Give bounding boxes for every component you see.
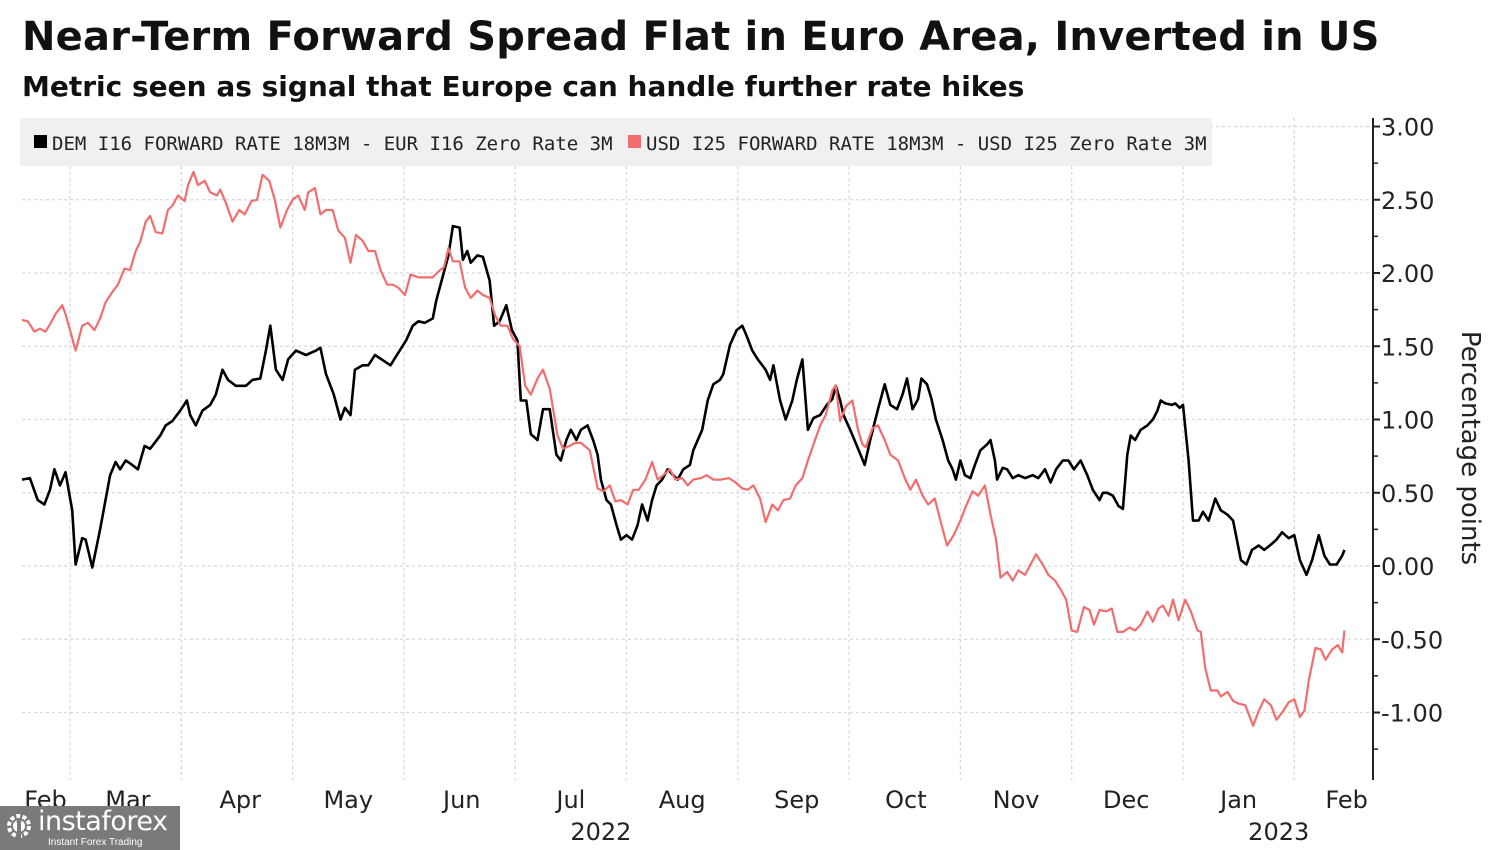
x-tick-label: Oct bbox=[885, 786, 927, 814]
y-tick-label: 0.00 bbox=[1381, 553, 1434, 581]
series-line-usd bbox=[21, 170, 1346, 727]
x-tick-label: Aug bbox=[659, 786, 706, 814]
y-tick-label: 1.00 bbox=[1381, 407, 1434, 435]
x-tick-label: Feb bbox=[1325, 786, 1368, 814]
x-tick-label: May bbox=[323, 786, 373, 814]
x-tick-label: Sep bbox=[774, 786, 819, 814]
gridlines bbox=[22, 118, 1373, 780]
legend-label-dem: DEM I16 FORWARD RATE 18M3M - EUR I16 Zer… bbox=[52, 133, 613, 155]
x-tick-label: Jan bbox=[1218, 786, 1257, 814]
legend-background bbox=[20, 118, 1212, 166]
gear-icon bbox=[7, 814, 31, 838]
y-tick-label: -0.50 bbox=[1381, 626, 1443, 654]
x-tick-labels: Feb Mar Apr May Jun Jul Aug Sep Oct Nov Dec Jan Feb2… bbox=[24, 786, 1368, 846]
x-tick-label: Nov bbox=[993, 786, 1040, 814]
legend-swatch-usd bbox=[628, 135, 641, 148]
watermark-tagline: Instant Forex Trading bbox=[48, 837, 143, 848]
chart-subtitle: Metric seen as signal that Europe can ha… bbox=[22, 70, 1025, 103]
x-year-label: 2022 bbox=[570, 818, 631, 846]
y-tick-label: 1.50 bbox=[1381, 333, 1434, 361]
watermark-brand: instaforex bbox=[38, 806, 168, 837]
legend-swatch-dem bbox=[34, 135, 47, 148]
chart-title: Near-Term Forward Spread Flat in Euro Ar… bbox=[22, 14, 1380, 60]
x-tick-label: Apr bbox=[220, 786, 262, 814]
x-tick-label: Dec bbox=[1103, 786, 1149, 814]
instaforex-watermark: instaforex Instant Forex Trading bbox=[0, 806, 180, 850]
x-tick-label: Jul bbox=[554, 786, 585, 814]
y-tick-labels: 3.00 2.50 2.00 1.50 1.00 0.50 0.00 -0.50 -1.00 bbox=[1381, 114, 1443, 728]
y-tick-label: 2.00 bbox=[1381, 260, 1434, 288]
series-line-dem bbox=[21, 224, 1346, 577]
y-tick-label: 0.50 bbox=[1381, 480, 1434, 508]
y-axis-label: Percentage points bbox=[1455, 331, 1485, 565]
series-lines bbox=[21, 170, 1346, 727]
y-tick-label: -1.00 bbox=[1381, 700, 1443, 728]
legend: DEM I16 FORWARD RATE 18M3M - EUR I16 Zer… bbox=[20, 118, 1212, 166]
x-year-label: 2023 bbox=[1248, 818, 1309, 846]
x-tick-label: Jun bbox=[441, 786, 481, 814]
y-tick-label: 2.50 bbox=[1381, 187, 1434, 215]
y-tick-label: 3.00 bbox=[1381, 114, 1434, 142]
legend-label-usd: USD I25 FORWARD RATE 18M3M - USD I25 Zer… bbox=[646, 133, 1207, 155]
y-axis bbox=[1372, 118, 1380, 780]
